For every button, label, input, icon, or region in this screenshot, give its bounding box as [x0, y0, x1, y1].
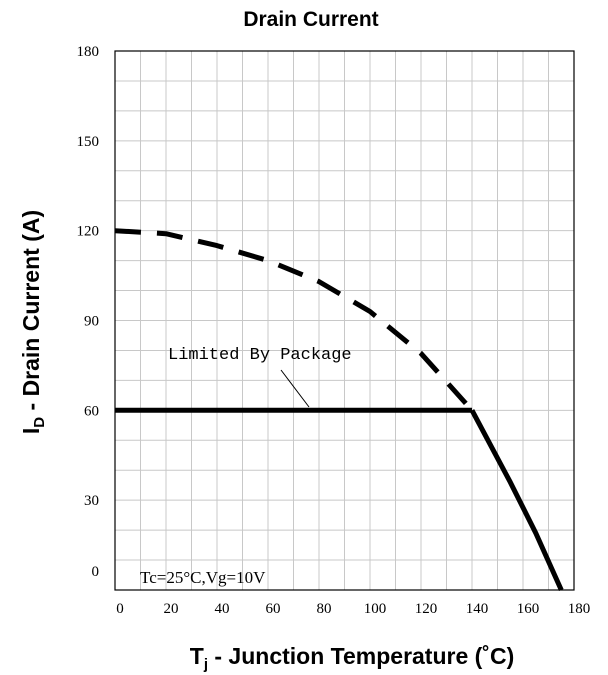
x-tick-label: 180	[568, 601, 591, 617]
package-label-leader	[280, 369, 310, 408]
x-tick-label: 20	[164, 601, 179, 617]
x-tick-label: 80	[317, 601, 332, 617]
conditions-label: Tc=25°C,Vg=10V	[140, 568, 266, 587]
x-tick-label: 100	[364, 601, 387, 617]
chart-title: Drain Current	[243, 8, 378, 31]
x-tick-labels: 0 20 40 60 80 100 120 140 160 180	[116, 601, 590, 617]
y-tick-label: 90	[84, 314, 99, 330]
y-tick-label: 0	[92, 564, 100, 580]
y-tick-labels: 0 30 60 90 120 150 180	[77, 44, 100, 580]
y-tick-label: 30	[84, 493, 99, 509]
y-axis-label: ID - Drain Current (A)	[18, 210, 48, 434]
x-tick-label: 160	[517, 601, 540, 617]
y-tick-label: 180	[77, 44, 100, 60]
plot-frame	[114, 50, 575, 591]
x-axis-label: Tj - Junction Temperature (˚C)	[190, 643, 515, 673]
x-tick-label: 120	[415, 601, 438, 617]
x-tick-label: 60	[266, 601, 281, 617]
y-tick-label: 150	[77, 134, 100, 150]
x-tick-label: 140	[466, 601, 489, 617]
series-line-dashed	[114, 228, 474, 412]
series-line-solid	[469, 409, 564, 592]
x-tick-label: 40	[215, 601, 230, 617]
y-tick-label: 60	[84, 403, 99, 419]
package-label: Limited By Package	[168, 346, 352, 365]
grid	[115, 51, 574, 590]
y-tick-label: 120	[77, 224, 100, 240]
x-tick-label: 0	[116, 601, 124, 617]
series	[114, 228, 564, 592]
